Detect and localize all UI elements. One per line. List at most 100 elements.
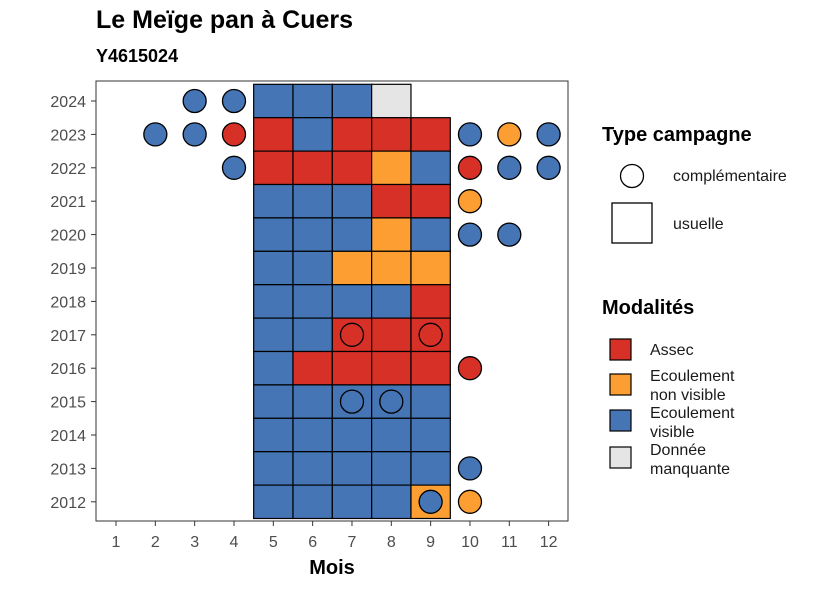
legend-modalites-title: Modalités — [602, 297, 695, 319]
point-2012-10 — [457, 489, 483, 514]
point-2016-10 — [457, 356, 483, 381]
x-tick-label-3: 3 — [190, 534, 199, 551]
point-2023-4 — [221, 122, 247, 147]
point-2015-7 — [339, 389, 365, 414]
point-2017-9 — [418, 322, 443, 347]
tile-2021-7 — [331, 183, 373, 219]
y-tick-label-2012: 2012 — [50, 495, 86, 512]
tile-2024-8 — [371, 83, 412, 119]
legend-key-usuelle — [611, 202, 653, 244]
x-tick-label-4: 4 — [230, 534, 239, 551]
legend-campagne-title: Type campagne — [602, 124, 752, 146]
legend-label-ecoulement-visible: Ecoulement visible — [650, 405, 735, 441]
tile-2022-8 — [371, 150, 412, 186]
x-tick-label-9: 9 — [426, 534, 435, 551]
point-2020-10 — [457, 222, 483, 247]
point-2015-8 — [379, 389, 404, 414]
point-2023-3 — [182, 122, 207, 147]
tile-2013-5 — [253, 451, 294, 486]
tile-2016-5 — [253, 350, 294, 386]
tile-2018-5 — [253, 284, 294, 319]
tile-2013-7 — [331, 451, 373, 486]
tile-2014-6 — [292, 417, 333, 453]
tile-2020-9 — [410, 217, 451, 252]
tile-2015-6 — [292, 384, 333, 419]
tile-2016-7 — [331, 350, 373, 386]
y-tick-label-2017: 2017 — [50, 328, 86, 345]
tile-2023-9 — [410, 117, 451, 152]
legend-key-donnee-manquante — [609, 446, 632, 469]
point-2021-10 — [457, 189, 483, 214]
point-2023-11 — [497, 122, 522, 147]
tile-2024-5 — [253, 83, 294, 119]
x-tick-label-1: 1 — [112, 534, 121, 551]
tile-2020-7 — [331, 217, 373, 252]
tile-2021-5 — [253, 183, 294, 219]
legend-key-ecoulement-non-visible — [609, 373, 632, 396]
x-tick-label-6: 6 — [308, 534, 317, 551]
tile-2018-9 — [410, 284, 451, 319]
legend-label-usuelle: usuelle — [673, 216, 724, 233]
tile-2019-6 — [292, 250, 333, 286]
tile-2015-9 — [410, 384, 451, 419]
tile-2022-6 — [292, 150, 333, 186]
point-2023-10 — [457, 122, 483, 147]
tile-2019-5 — [253, 250, 294, 286]
point-2023-12 — [536, 122, 561, 147]
tile-2021-9 — [410, 183, 451, 219]
tile-2012-6 — [292, 484, 333, 520]
tile-2018-6 — [292, 284, 333, 319]
x-tick-label-8: 8 — [387, 534, 396, 551]
y-tick-label-2019: 2019 — [50, 261, 86, 278]
tile-2023-6 — [292, 117, 333, 152]
tile-2019-9 — [410, 250, 451, 286]
chart-subtitle: Y4615024 — [96, 46, 179, 66]
tile-2012-8 — [371, 484, 412, 520]
tile-2014-9 — [410, 417, 451, 453]
tile-2022-7 — [331, 150, 373, 186]
tile-2012-7 — [331, 484, 373, 520]
tile-2022-5 — [253, 150, 294, 186]
point-2024-4 — [221, 88, 247, 114]
tile-2017-5 — [253, 317, 294, 353]
y-tick-label-2018: 2018 — [50, 294, 86, 311]
tile-2022-9 — [410, 150, 451, 186]
y-tick-label-2014: 2014 — [50, 428, 86, 445]
tile-2020-8 — [371, 217, 412, 252]
x-tick-label-2: 2 — [151, 534, 160, 551]
legend-label-complementaire: complémentaire — [673, 168, 787, 185]
point-2012-9 — [418, 489, 443, 514]
tile-2023-8 — [371, 117, 412, 152]
x-tick-label-11: 11 — [501, 534, 518, 551]
tile-2024-7 — [331, 83, 373, 119]
tile-2020-5 — [253, 217, 294, 252]
point-2023-2 — [143, 122, 168, 147]
point-2022-10 — [457, 155, 483, 180]
legend-label-donnee-manquante: Donnée manquante — [650, 442, 731, 478]
tile-2013-6 — [292, 451, 333, 486]
tile-2015-5 — [253, 384, 294, 419]
tile-2014-5 — [253, 417, 294, 453]
tile-2012-5 — [253, 484, 294, 520]
tile-2019-7 — [331, 250, 373, 286]
chart-title: Le Meïge pan à Cuers — [96, 6, 354, 34]
tile-2014-7 — [331, 417, 373, 453]
point-2024-3 — [182, 88, 207, 114]
tile-2017-8 — [371, 317, 412, 353]
y-tick-label-2021: 2021 — [50, 194, 86, 211]
point-2022-4 — [221, 155, 247, 180]
x-tick-label-12: 12 — [540, 534, 558, 551]
x-tick-label-5: 5 — [269, 534, 278, 551]
tile-2021-6 — [292, 183, 333, 219]
tile-2016-6 — [292, 350, 333, 386]
y-tick-label-2016: 2016 — [50, 361, 86, 378]
y-tick-label-2024: 2024 — [50, 94, 86, 111]
point-2020-11 — [497, 222, 522, 247]
x-tick-label-10: 10 — [461, 534, 479, 551]
y-tick-label-2013: 2013 — [50, 461, 86, 478]
legend-key-assec — [609, 338, 632, 361]
point-2013-10 — [457, 456, 483, 481]
tile-2018-7 — [331, 284, 373, 319]
tile-2016-8 — [371, 350, 412, 386]
